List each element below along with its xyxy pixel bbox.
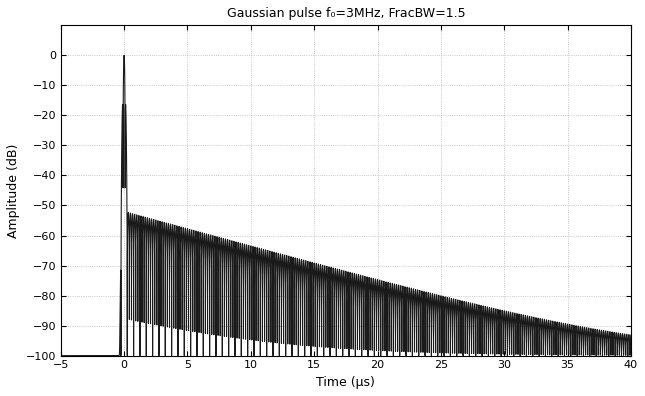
X-axis label: Time (μs): Time (μs) — [317, 376, 375, 389]
Y-axis label: Amplitude (dB): Amplitude (dB) — [7, 143, 20, 238]
Title: Gaussian pulse f₀=3MHz, FracBW=1.5: Gaussian pulse f₀=3MHz, FracBW=1.5 — [226, 7, 465, 20]
